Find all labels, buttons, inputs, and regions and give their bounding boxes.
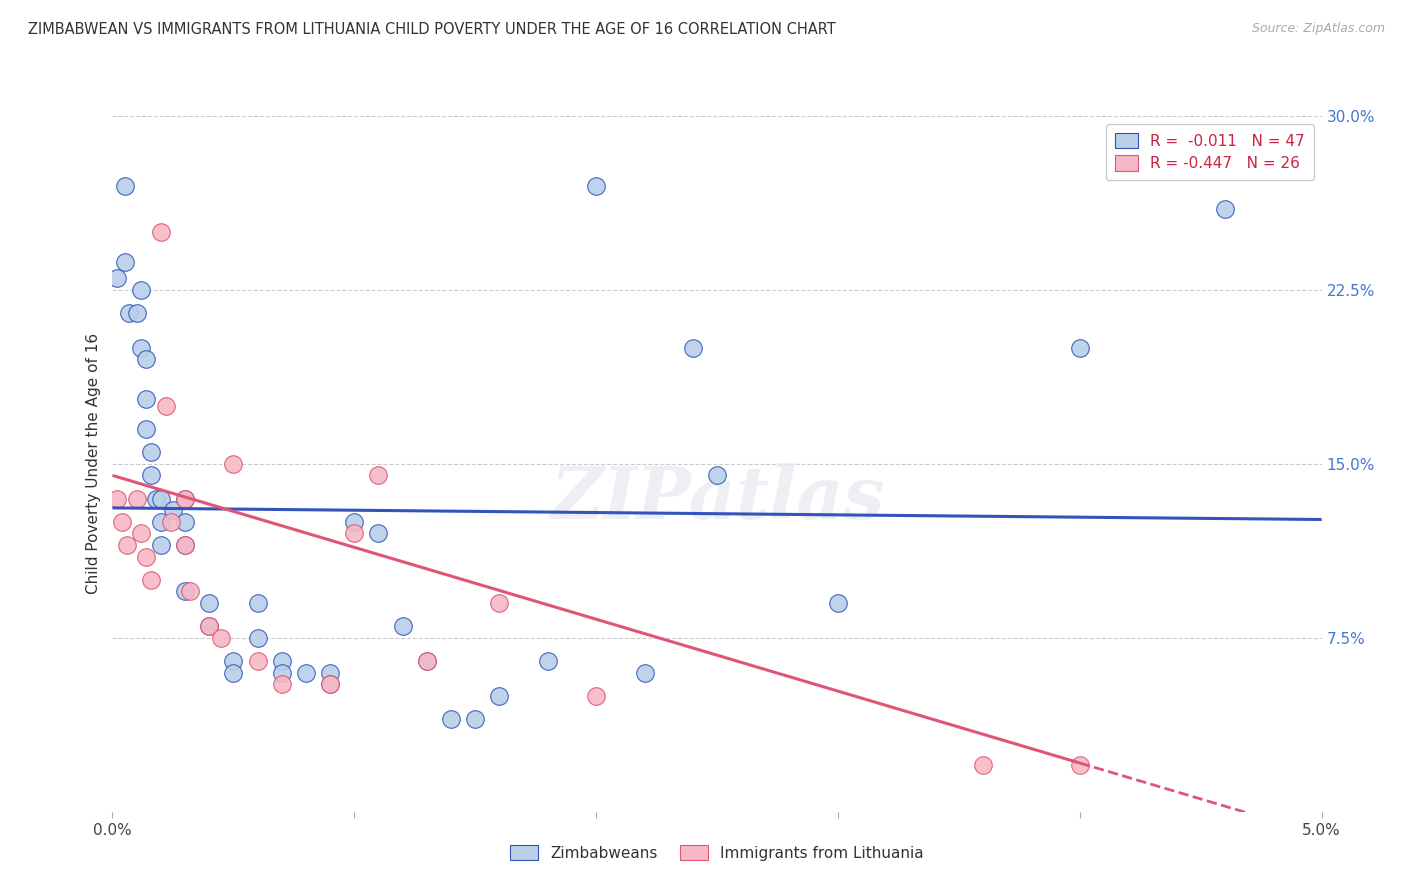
Point bbox=[149, 491, 172, 506]
Point bbox=[827, 596, 849, 610]
Point bbox=[319, 677, 342, 691]
Point bbox=[149, 538, 172, 552]
Point bbox=[1213, 202, 1236, 216]
Point bbox=[174, 515, 197, 529]
Legend: Zimbabweans, Immigrants from Lithuania: Zimbabweans, Immigrants from Lithuania bbox=[505, 838, 929, 867]
Point bbox=[246, 631, 269, 645]
Point bbox=[105, 271, 128, 285]
Point bbox=[141, 573, 163, 587]
Point bbox=[141, 468, 163, 483]
Point bbox=[198, 619, 221, 633]
Point bbox=[972, 758, 994, 772]
Point bbox=[585, 178, 607, 193]
Point bbox=[209, 631, 232, 645]
Point bbox=[149, 515, 172, 529]
Point bbox=[1069, 341, 1091, 355]
Point bbox=[135, 352, 157, 367]
Point bbox=[416, 654, 439, 668]
Text: ZIPatlas: ZIPatlas bbox=[550, 463, 884, 534]
Point bbox=[131, 526, 153, 541]
Point bbox=[585, 689, 607, 703]
Point bbox=[319, 665, 342, 680]
Point bbox=[131, 341, 153, 355]
Point bbox=[319, 677, 342, 691]
Point bbox=[1069, 758, 1091, 772]
Point bbox=[174, 491, 197, 506]
Point bbox=[145, 491, 167, 506]
Point bbox=[111, 515, 134, 529]
Y-axis label: Child Poverty Under the Age of 16: Child Poverty Under the Age of 16 bbox=[86, 334, 101, 594]
Text: Source: ZipAtlas.com: Source: ZipAtlas.com bbox=[1251, 22, 1385, 36]
Point bbox=[367, 526, 389, 541]
Point bbox=[114, 178, 136, 193]
Point bbox=[682, 341, 704, 355]
Point bbox=[125, 491, 148, 506]
Point bbox=[440, 712, 463, 726]
Point bbox=[246, 596, 269, 610]
Point bbox=[174, 538, 197, 552]
Point bbox=[141, 445, 163, 459]
Point bbox=[155, 399, 177, 413]
Point bbox=[179, 584, 201, 599]
Point bbox=[706, 468, 728, 483]
Point bbox=[105, 491, 128, 506]
Point bbox=[149, 225, 172, 239]
Point bbox=[295, 665, 318, 680]
Point bbox=[159, 515, 181, 529]
Point bbox=[135, 549, 157, 564]
Point bbox=[391, 619, 413, 633]
Point bbox=[174, 491, 197, 506]
Point bbox=[162, 503, 184, 517]
Point bbox=[343, 526, 366, 541]
Point bbox=[115, 538, 138, 552]
Point bbox=[270, 665, 292, 680]
Point bbox=[198, 619, 221, 633]
Point bbox=[633, 665, 655, 680]
Point bbox=[488, 689, 510, 703]
Point bbox=[367, 468, 389, 483]
Point bbox=[198, 596, 221, 610]
Point bbox=[270, 677, 292, 691]
Point bbox=[222, 665, 245, 680]
Point bbox=[174, 584, 197, 599]
Point bbox=[125, 306, 148, 320]
Point bbox=[222, 654, 245, 668]
Point bbox=[416, 654, 439, 668]
Point bbox=[464, 712, 486, 726]
Point bbox=[131, 283, 153, 297]
Point bbox=[537, 654, 560, 668]
Point bbox=[118, 306, 141, 320]
Point bbox=[246, 654, 269, 668]
Point bbox=[270, 654, 292, 668]
Text: ZIMBABWEAN VS IMMIGRANTS FROM LITHUANIA CHILD POVERTY UNDER THE AGE OF 16 CORREL: ZIMBABWEAN VS IMMIGRANTS FROM LITHUANIA … bbox=[28, 22, 837, 37]
Point bbox=[114, 255, 136, 269]
Point bbox=[135, 422, 157, 436]
Point bbox=[222, 457, 245, 471]
Point bbox=[135, 392, 157, 406]
Point bbox=[174, 538, 197, 552]
Point bbox=[488, 596, 510, 610]
Point bbox=[343, 515, 366, 529]
